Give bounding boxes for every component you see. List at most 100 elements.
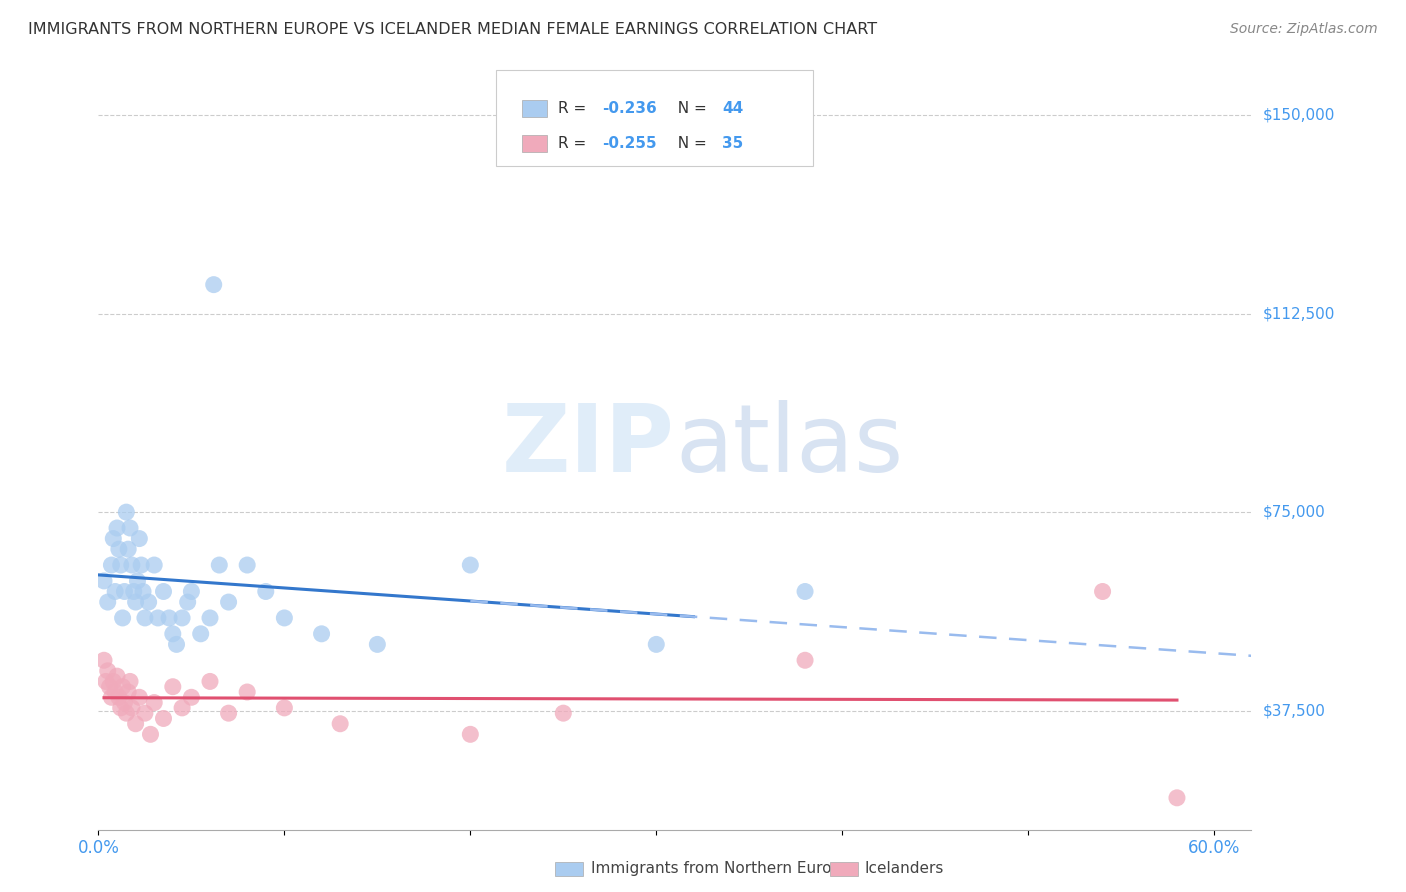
- Point: [127, 574, 149, 588]
- Point: [329, 716, 352, 731]
- Point: [152, 584, 174, 599]
- Point: [202, 277, 225, 292]
- Point: [115, 505, 138, 519]
- Point: [143, 696, 166, 710]
- Point: [105, 521, 128, 535]
- Point: [162, 680, 184, 694]
- Point: [114, 696, 136, 710]
- Text: N =: N =: [668, 136, 711, 152]
- Point: [180, 584, 202, 599]
- Text: R =: R =: [558, 136, 592, 152]
- Text: -0.255: -0.255: [602, 136, 657, 152]
- Point: [121, 558, 143, 572]
- Point: [254, 584, 277, 599]
- Text: $150,000: $150,000: [1263, 108, 1334, 123]
- Point: [108, 690, 131, 705]
- Point: [190, 627, 212, 641]
- Point: [93, 653, 115, 667]
- Point: [180, 690, 202, 705]
- Point: [124, 716, 146, 731]
- Text: 44: 44: [723, 101, 744, 116]
- Point: [460, 558, 482, 572]
- Point: [162, 627, 184, 641]
- Text: ZIP: ZIP: [502, 400, 675, 492]
- Point: [198, 674, 221, 689]
- Point: [104, 685, 127, 699]
- FancyBboxPatch shape: [522, 136, 547, 153]
- Text: $37,500: $37,500: [1263, 703, 1326, 718]
- Point: [1166, 790, 1188, 805]
- Point: [172, 611, 194, 625]
- Point: [152, 711, 174, 725]
- Point: [94, 674, 117, 689]
- Point: [139, 727, 162, 741]
- Point: [121, 701, 143, 715]
- Point: [114, 584, 136, 599]
- Point: [794, 653, 817, 667]
- Point: [146, 611, 169, 625]
- Point: [103, 532, 125, 546]
- Point: [172, 701, 194, 715]
- Point: [100, 558, 122, 572]
- Point: [273, 701, 295, 715]
- Point: [273, 611, 295, 625]
- Point: [93, 574, 115, 588]
- Point: [553, 706, 575, 721]
- Point: [122, 584, 145, 599]
- Text: N =: N =: [668, 101, 711, 116]
- Point: [105, 669, 128, 683]
- Point: [157, 611, 180, 625]
- Point: [134, 706, 156, 721]
- Point: [97, 664, 120, 678]
- Point: [1091, 584, 1114, 599]
- Point: [176, 595, 198, 609]
- Text: R =: R =: [558, 101, 592, 116]
- Point: [143, 558, 166, 572]
- Point: [460, 727, 482, 741]
- Point: [110, 701, 132, 715]
- Text: $75,000: $75,000: [1263, 505, 1326, 520]
- Point: [128, 690, 150, 705]
- Point: [218, 595, 240, 609]
- Point: [236, 685, 259, 699]
- Point: [128, 532, 150, 546]
- Point: [129, 558, 152, 572]
- Text: 35: 35: [723, 136, 744, 152]
- Point: [198, 611, 221, 625]
- Point: [117, 685, 139, 699]
- Point: [208, 558, 231, 572]
- Point: [115, 706, 138, 721]
- Point: [103, 674, 125, 689]
- Point: [110, 558, 132, 572]
- Point: [98, 680, 121, 694]
- Text: $112,500: $112,500: [1263, 306, 1334, 321]
- Point: [124, 595, 146, 609]
- Point: [100, 690, 122, 705]
- Point: [111, 680, 134, 694]
- Point: [645, 637, 668, 651]
- Point: [134, 611, 156, 625]
- Point: [97, 595, 120, 609]
- Text: Icelanders: Icelanders: [865, 862, 943, 876]
- Point: [138, 595, 160, 609]
- Point: [118, 521, 141, 535]
- FancyBboxPatch shape: [496, 70, 813, 166]
- Point: [794, 584, 817, 599]
- Point: [366, 637, 388, 651]
- Point: [236, 558, 259, 572]
- Point: [111, 611, 134, 625]
- Point: [218, 706, 240, 721]
- Point: [166, 637, 188, 651]
- Point: [117, 542, 139, 557]
- Point: [104, 584, 127, 599]
- Text: atlas: atlas: [675, 400, 903, 492]
- Text: Source: ZipAtlas.com: Source: ZipAtlas.com: [1230, 22, 1378, 37]
- Point: [132, 584, 155, 599]
- Text: Immigrants from Northern Europe: Immigrants from Northern Europe: [591, 862, 851, 876]
- Text: IMMIGRANTS FROM NORTHERN EUROPE VS ICELANDER MEDIAN FEMALE EARNINGS CORRELATION : IMMIGRANTS FROM NORTHERN EUROPE VS ICELA…: [28, 22, 877, 37]
- Point: [118, 674, 141, 689]
- Point: [108, 542, 131, 557]
- Point: [311, 627, 333, 641]
- FancyBboxPatch shape: [522, 100, 547, 117]
- Text: -0.236: -0.236: [602, 101, 657, 116]
